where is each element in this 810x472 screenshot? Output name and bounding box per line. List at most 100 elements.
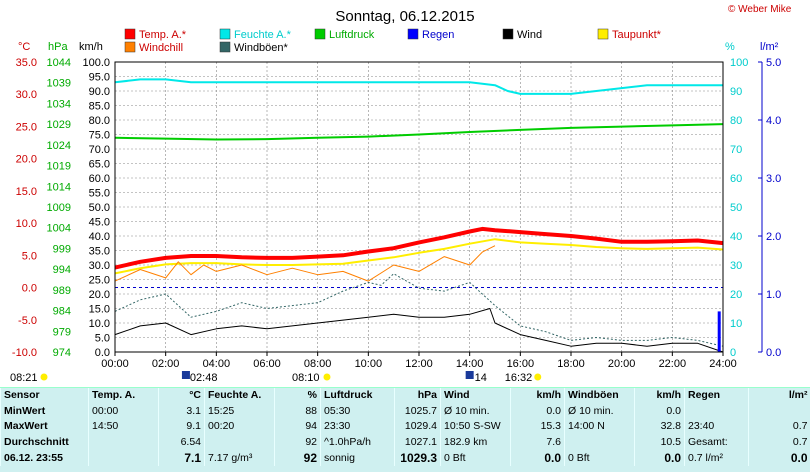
copyright: © Weber Mike — [728, 4, 792, 15]
stats-cell: 92 — [275, 435, 321, 451]
tick-temp: 20.0 — [16, 154, 37, 166]
legend-swatch-windboeen — [220, 42, 230, 52]
legend-label-feuchte_a: Feuchte A.* — [234, 29, 292, 41]
legend-label-wind: Wind — [517, 29, 542, 41]
legend-swatch-windchill — [125, 42, 135, 52]
tick-pressure: 1009 — [47, 202, 71, 214]
tick-pressure: 1034 — [47, 98, 71, 110]
sunrise-time: 08:10 — [292, 372, 320, 384]
stats-cell: 6.54 — [159, 435, 205, 451]
stats-cell: 1029.4 — [395, 419, 441, 435]
tick-humidity: 100 — [730, 57, 748, 69]
tick-x: 22:00 — [659, 358, 687, 370]
moonrise-time: 02:48 — [190, 372, 218, 384]
tick-wind: 65.0 — [89, 159, 110, 171]
legend-label-windchill: Windchill — [139, 42, 183, 54]
tick-wind: 95.0 — [89, 72, 110, 84]
rain-bar — [718, 311, 721, 352]
stats-cell: 182.9 km — [441, 435, 511, 451]
tick-wind: 55.0 — [89, 188, 110, 200]
unit-wind: km/h — [79, 41, 103, 53]
stats-cell: 1025.7 — [395, 404, 441, 420]
sunrise-icon — [323, 374, 330, 381]
unit-rain: l/m² — [760, 41, 779, 53]
tick-humidity: 20 — [730, 289, 742, 301]
tick-temp: -5.0 — [18, 315, 37, 327]
legend-label-windboeen: Windböen* — [234, 42, 289, 54]
tick-pressure: 1039 — [47, 78, 71, 90]
tick-pressure: 979 — [53, 326, 71, 338]
unit-pressure: hPa — [48, 41, 68, 53]
stats-cell: 0.7 — [749, 419, 810, 435]
stats-cell: 0.0 — [511, 450, 565, 466]
legend-label-temp_a: Temp. A.* — [139, 29, 187, 41]
tick-pressure: 1019 — [47, 161, 71, 173]
stats-cell: 00:20 — [205, 419, 275, 435]
unit-temp: °C — [18, 41, 30, 53]
stats-cell: 32.8 — [635, 419, 685, 435]
legend-label-regen: Regen — [422, 29, 454, 41]
stats-cell — [89, 450, 159, 466]
tick-x: 08:00 — [304, 358, 332, 370]
tick-rain: 3.0 — [766, 173, 781, 185]
stats-cell: 0.7 — [749, 435, 810, 451]
stats-cell: 14:50 — [89, 419, 159, 435]
tick-wind: 70.0 — [89, 144, 110, 156]
legend-swatch-feuchte_a — [220, 29, 230, 39]
tick-x: 18:00 — [557, 358, 585, 370]
tick-pressure: 1004 — [47, 223, 71, 235]
stats-cell: 05:30 — [321, 404, 395, 420]
tick-temp: 30.0 — [16, 89, 37, 101]
tick-wind: 60.0 — [89, 173, 110, 185]
stats-header-cell: hPa — [395, 388, 441, 404]
tick-pressure: 974 — [53, 347, 71, 359]
stats-cell: 1027.1 — [395, 435, 441, 451]
tick-humidity: 70 — [730, 144, 742, 156]
tick-humidity: 50 — [730, 202, 742, 214]
tick-x: 10:00 — [355, 358, 383, 370]
tick-x: 24:00 — [709, 358, 737, 370]
stats-header-cell: Luftdruck — [321, 388, 395, 404]
stats-cell: Ø 10 min. — [441, 404, 511, 420]
tick-rain: 0.0 — [766, 347, 781, 359]
chart-title: Sonntag, 06.12.2015 — [335, 8, 474, 25]
sunset-time: 16:32 — [505, 372, 533, 384]
legend-swatch-luftdruck — [315, 29, 325, 39]
stats-cell — [685, 404, 749, 420]
tick-x: 16:00 — [507, 358, 535, 370]
stats-cell: 88 — [275, 404, 321, 420]
stats-header-cell: Regen — [685, 388, 749, 404]
tick-pressure: 1029 — [47, 119, 71, 131]
tick-x: 04:00 — [203, 358, 231, 370]
sunset-icon — [534, 374, 541, 381]
stats-cell: 23:40 — [685, 419, 749, 435]
stats-cell: 0 Bft — [441, 450, 511, 466]
tick-wind: 5.0 — [95, 333, 110, 345]
tick-temp: 5.0 — [22, 250, 37, 262]
tick-temp: 10.0 — [16, 218, 37, 230]
stats-header-cell: Feuchte A. — [205, 388, 275, 404]
tick-rain: 2.0 — [766, 231, 781, 243]
tick-pressure: 984 — [53, 306, 71, 318]
stats-cell: 0.0 — [749, 450, 810, 466]
stats-cell — [749, 404, 810, 420]
tick-pressure: 989 — [53, 285, 71, 297]
tick-wind: 90.0 — [89, 86, 110, 98]
tick-pressure: 994 — [53, 264, 71, 276]
tick-wind: 45.0 — [89, 217, 110, 229]
stats-cell: sonnig — [321, 450, 395, 466]
tick-x: 12:00 — [405, 358, 433, 370]
unit-humidity: % — [725, 41, 735, 53]
weather-chart: Sonntag, 06.12.2015 © Weber Mike Temp. A… — [0, 0, 810, 387]
stats-row-label: 06.12. 23:55 — [1, 450, 89, 466]
tick-humidity: 60 — [730, 173, 742, 185]
stats-header-cell: l/m² — [749, 388, 810, 404]
tick-x: 02:00 — [152, 358, 180, 370]
stats-cell: 3.1 — [159, 404, 205, 420]
tick-x: 00:00 — [101, 358, 129, 370]
moonset-time: 14 — [475, 372, 487, 384]
stats-cell — [89, 435, 159, 451]
stats-row-label: MaxWert — [1, 419, 89, 435]
tick-wind: 20.0 — [89, 289, 110, 301]
